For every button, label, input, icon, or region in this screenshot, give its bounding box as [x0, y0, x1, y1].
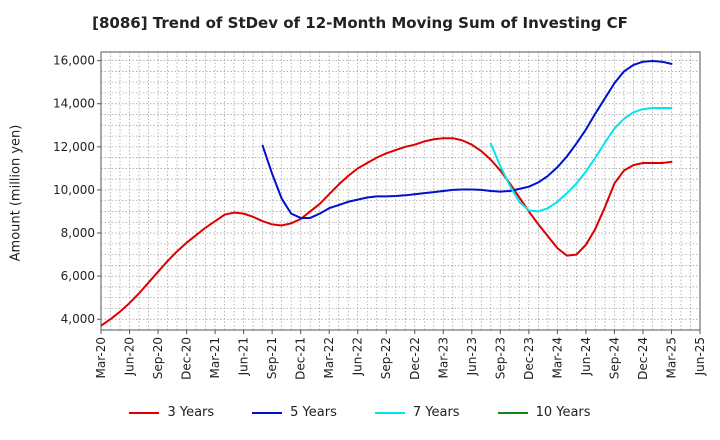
chart-title: [8086] Trend of StDev of 12-Month Moving… — [92, 14, 628, 32]
legend-item: 5 Years — [252, 405, 337, 420]
legend-swatch — [252, 411, 283, 414]
legend-label: 10 Years — [535, 405, 591, 420]
x-tick-label: Mar-21 — [208, 337, 222, 378]
x-tick-label: Jun-21 — [237, 337, 251, 376]
x-tick-label: Mar-24 — [550, 337, 564, 378]
x-tick-label: Mar-20 — [94, 337, 108, 378]
x-tick-label: Dec-24 — [636, 337, 650, 380]
x-tick-label: Jun-24 — [579, 337, 593, 376]
series-line-3-years — [101, 137, 673, 327]
series-line-5-years — [261, 60, 673, 219]
legend-item: 10 Years — [497, 405, 591, 420]
x-tick-label: Mar-23 — [436, 337, 450, 378]
legend-swatch — [374, 411, 405, 414]
legend-swatch — [497, 411, 528, 414]
x-tick-label: Jun-25 — [693, 337, 707, 376]
x-tick-label: Mar-22 — [322, 337, 336, 378]
plot-border — [100, 51, 701, 331]
legend-label: 5 Years — [290, 405, 337, 420]
x-tick-label: Jun-23 — [465, 337, 479, 376]
y-tick-label: 8,000 — [61, 226, 95, 240]
legend-item: 7 Years — [374, 405, 460, 420]
plot-area — [101, 52, 700, 330]
legend-item: 3 Years — [129, 405, 214, 420]
y-tick-label: 12,000 — [53, 140, 95, 154]
series-line-7-years — [489, 107, 673, 213]
x-tick-label: Dec-21 — [294, 337, 308, 380]
x-tick-label: Dec-20 — [180, 337, 194, 380]
y-tick-label: 4,000 — [61, 312, 95, 326]
x-tick-label: Jun-22 — [351, 337, 365, 376]
chart-legend: 3 Years 5 Years 7 Years 10 Years — [0, 405, 720, 420]
x-tick-label: Jun-20 — [123, 337, 137, 376]
y-tick-label: 16,000 — [53, 54, 95, 68]
x-tick-label: Dec-22 — [408, 337, 422, 380]
x-tick-label: Sep-23 — [493, 337, 507, 379]
y-tick-label: 10,000 — [53, 183, 95, 197]
y-tick-label: 6,000 — [61, 269, 95, 283]
y-tick-label: 14,000 — [53, 97, 95, 111]
legend-label: 3 Years — [167, 405, 215, 420]
x-tick-label: Sep-22 — [379, 337, 393, 379]
x-tick-label: Mar-25 — [664, 337, 678, 378]
x-tick-label: Sep-21 — [265, 337, 279, 379]
x-tick-label: Dec-23 — [522, 337, 536, 380]
x-tick-label: Sep-20 — [151, 337, 165, 379]
x-tick-label: Sep-24 — [607, 337, 621, 379]
legend-label: 7 Years — [412, 405, 460, 420]
legend-swatch — [129, 411, 160, 414]
